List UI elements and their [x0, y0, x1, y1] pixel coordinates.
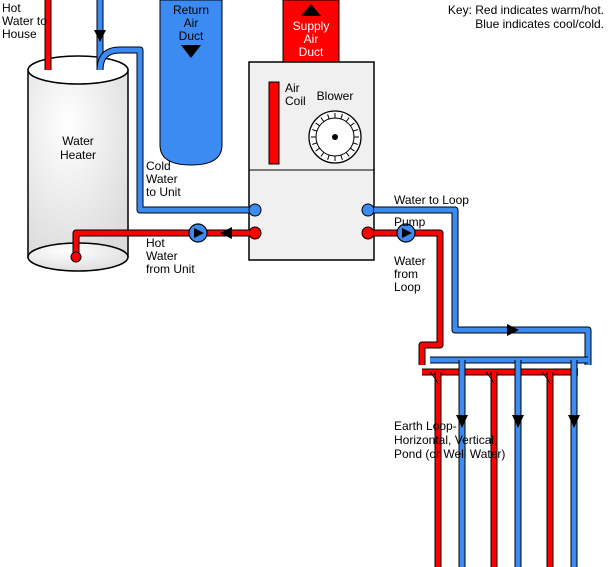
lbl-from-loop-3: Loop [394, 280, 421, 294]
lbl-from-loop-1: Water [394, 254, 426, 268]
lbl-cold-1: Cold [146, 159, 171, 173]
lbl-hot-to-house-3: House [2, 27, 37, 41]
lbl-aircoil-1: Air [285, 81, 300, 95]
lbl-heater-1: Water [62, 134, 94, 148]
pipe-water-from-loop [374, 233, 519, 365]
lbl-hot-to-house-2: Water to [2, 14, 47, 28]
lbl-earth-3: Pond (or Well Water) [394, 447, 505, 461]
lbl-blower: Blower [317, 89, 354, 103]
blower-dial [309, 111, 361, 163]
key-line-1: Key: Red indicates warm/hot. [448, 3, 604, 17]
lbl-return-2: Air [184, 16, 199, 30]
earth-loop [422, 360, 588, 567]
lbl-return-1: Return [173, 3, 209, 17]
lbl-to-loop: Water to Loop [394, 193, 469, 207]
lbl-hot-to-house-1: Hot [2, 1, 21, 15]
lbl-supply-2: Air [304, 32, 319, 46]
pump-left [189, 224, 207, 242]
lbl-hot-3: from Unit [146, 262, 195, 276]
lbl-supply-1: Supply [293, 19, 330, 33]
lbl-cold-3: to Unit [146, 185, 181, 199]
lbl-supply-3: Duct [299, 45, 324, 59]
key-line-2: Blue indicates cool/cold. [475, 17, 604, 31]
heat-pump-unit [249, 62, 374, 260]
lbl-hot-2: Water [146, 249, 178, 263]
lbl-pump: Pump [394, 215, 426, 229]
lbl-cold-2: Water [146, 172, 178, 186]
lbl-return-3: Duct [179, 29, 204, 43]
lbl-earth-1: Earth Loop- [394, 419, 457, 433]
lbl-aircoil-2: Coil [285, 94, 306, 108]
lbl-hot-1: Hot [146, 236, 165, 250]
lbl-earth-2: Horizontal, Vertical, [394, 433, 497, 447]
air-coil [269, 82, 279, 164]
lbl-heater-2: Heater [60, 148, 96, 162]
lbl-from-loop-2: from [394, 267, 418, 281]
